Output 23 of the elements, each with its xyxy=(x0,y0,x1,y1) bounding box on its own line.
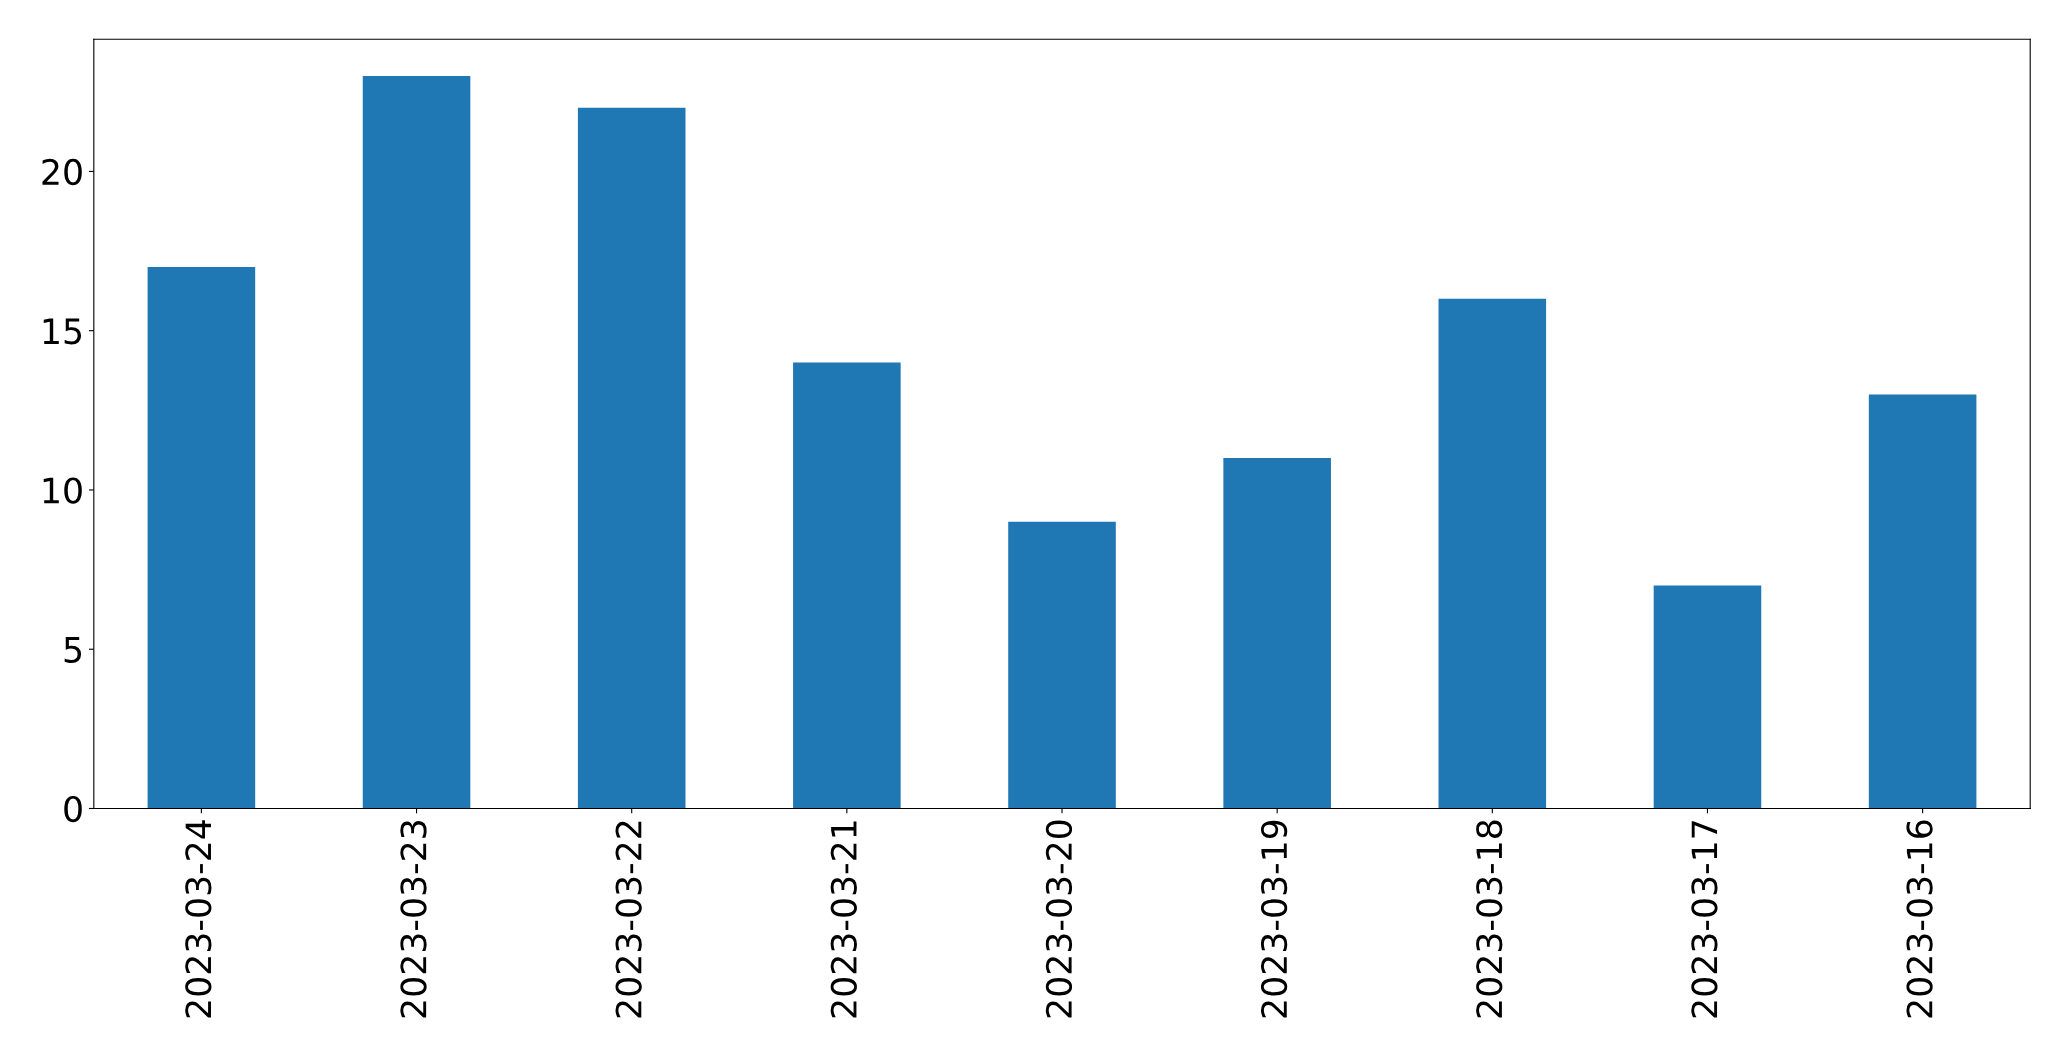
bar xyxy=(147,267,256,809)
x-tick-label: 2023-03-22 xyxy=(615,821,642,1018)
x-tick-label: 2023-03-21 xyxy=(830,821,857,1018)
bar xyxy=(1653,585,1762,809)
x-tick-label: 2023-03-24 xyxy=(185,820,212,1018)
x-tick-label: 2023-03-17 xyxy=(1691,821,1718,1018)
x-tick-label: 2023-03-16 xyxy=(1906,820,1933,1018)
bar xyxy=(1223,458,1331,809)
x-tick-label: 2023-03-23 xyxy=(400,820,427,1018)
y-tick-label: 15 xyxy=(43,318,82,345)
x-tick-label: 2023-03-20 xyxy=(1045,820,1073,1018)
bar xyxy=(1438,298,1547,809)
bar xyxy=(1008,521,1116,809)
x-tick-label: 2023-03-18 xyxy=(1476,820,1503,1018)
bar xyxy=(1868,394,1977,809)
bar xyxy=(362,75,471,809)
y-tick-label: 5 xyxy=(64,637,82,663)
y-tick-label: 20 xyxy=(42,158,82,186)
bar xyxy=(793,362,901,809)
bar xyxy=(577,107,686,809)
y-tick-label: 0 xyxy=(64,795,82,823)
x-tick-label: 2023-03-19 xyxy=(1260,820,1288,1018)
y-tick-label: 10 xyxy=(43,477,82,504)
